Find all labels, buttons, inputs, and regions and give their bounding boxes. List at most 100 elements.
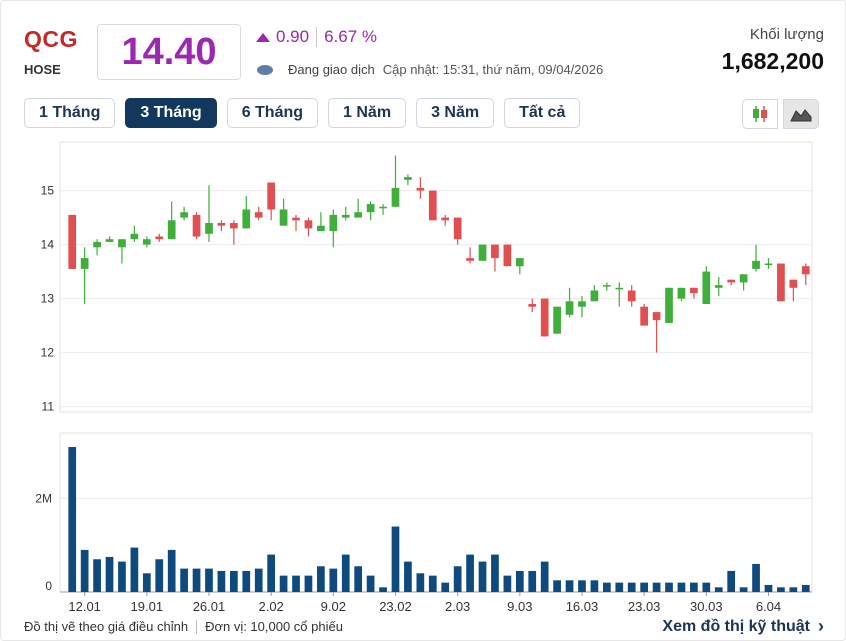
volume-bar [528, 570, 537, 592]
candle-body [80, 258, 89, 269]
volume-bar [366, 575, 375, 592]
x-tick-label: 23.02 [379, 599, 412, 614]
candle-body [229, 223, 238, 229]
volume-bar [292, 575, 300, 592]
candle-body [602, 285, 611, 287]
price-tick-label: 15 [41, 184, 55, 198]
status-dot-icon [257, 64, 273, 75]
volume-bar [304, 575, 313, 592]
technical-chart-label: Xem đồ thị kỹ thuật [662, 617, 810, 635]
candle-body [416, 187, 425, 191]
volume-bar [553, 580, 561, 592]
candle-body [739, 274, 748, 283]
volume-bar [317, 566, 325, 592]
tab-3-years[interactable]: 3 Năm [416, 98, 495, 128]
x-tick-label: 9.03 [507, 599, 532, 614]
volume-bar [329, 568, 338, 592]
volume-bar [68, 447, 77, 592]
exchange-label: HOSE [24, 62, 61, 77]
volume-bar [80, 549, 89, 592]
volume-tick-label: 0 [45, 579, 52, 593]
period-tabs: 1 Tháng 3 Tháng 6 Tháng 1 Năm 3 Năm Tất … [24, 98, 590, 128]
volume-bar [540, 561, 549, 592]
tab-1-year[interactable]: 1 Năm [328, 98, 407, 128]
change-percent: 6.67 % [324, 27, 378, 46]
tab-label: 1 Năm [343, 104, 392, 121]
volume-bar [105, 556, 114, 592]
price-change: 0.90 6.67 % [256, 27, 377, 47]
candle-body [379, 206, 387, 209]
candle-body [540, 298, 549, 337]
candle-body [503, 244, 512, 267]
volume-bar [615, 582, 624, 592]
x-tick-label: 23.03 [628, 599, 661, 614]
tab-all[interactable]: Tất cả [504, 98, 581, 128]
volume-bar [167, 549, 176, 592]
volume-bar [118, 561, 126, 592]
candle-body [714, 285, 723, 288]
ticker-symbol: QCG [24, 26, 78, 52]
volume-bar [217, 570, 226, 592]
volume-bar [727, 570, 736, 592]
candle-body [317, 225, 325, 232]
volume-bar [441, 582, 450, 592]
candle-body [217, 223, 226, 226]
volume-bar [428, 575, 437, 592]
volume-bar [602, 582, 611, 592]
tab-1-month[interactable]: 1 Tháng [24, 98, 116, 128]
candle-body [553, 306, 561, 334]
volume-bar [578, 580, 586, 592]
candle-body [528, 304, 537, 307]
price-tick-label: 14 [41, 238, 55, 252]
update-time: Cập nhật: 15:31, thứ năm, 09/04/2026 [382, 62, 604, 77]
candle-body [93, 241, 101, 248]
candle-body [341, 214, 350, 218]
tab-label: 3 Tháng [140, 104, 202, 121]
volume-bar [503, 575, 512, 592]
price-tick-label: 12 [41, 346, 55, 360]
candle-body [329, 214, 338, 232]
candle-body [578, 301, 586, 307]
candle-body [118, 239, 126, 248]
candle-body [192, 214, 201, 237]
candle-body [254, 212, 263, 218]
tab-3-months[interactable]: 3 Tháng [125, 98, 217, 128]
candle-body [366, 204, 375, 213]
technical-chart-link[interactable]: Xem đồ thị kỹ thuật › [662, 616, 824, 637]
volume-bar [130, 547, 139, 592]
volume-tick-label: 2M [35, 491, 52, 505]
candlestick-chart-button[interactable] [742, 99, 778, 129]
volume-bar [267, 554, 276, 592]
change-value: 0.90 [276, 27, 310, 46]
candle-body [391, 187, 400, 207]
candle-body [590, 290, 599, 302]
candlestick-chart-icon [753, 106, 767, 122]
candle-body [752, 260, 760, 269]
tab-label: 3 Năm [431, 104, 480, 121]
x-tick-label: 30.03 [690, 599, 723, 614]
volume-bar [242, 570, 251, 592]
area-chart-button[interactable] [783, 99, 819, 129]
candle-body [354, 212, 363, 218]
x-tick-label: 2.03 [445, 599, 470, 614]
tab-6-months[interactable]: 6 Tháng [226, 98, 319, 128]
volume-value: 1,682,200 [721, 48, 824, 74]
candle-body [764, 263, 773, 265]
candle-body [267, 182, 276, 210]
candle-body [428, 190, 437, 221]
candle-body [640, 306, 649, 326]
x-tick-label: 19.01 [131, 599, 164, 614]
candle-body [105, 239, 114, 242]
volume-bar [590, 580, 599, 592]
candle-body [68, 214, 77, 269]
candle-body [652, 312, 661, 321]
triangle-up-icon [256, 32, 270, 42]
candle-body [665, 287, 673, 323]
candle-body [404, 177, 412, 180]
candle-body [702, 271, 711, 304]
volume-bar [180, 568, 188, 592]
volume-bar [652, 582, 661, 592]
volume-bar [354, 566, 363, 592]
candle-body [690, 287, 698, 294]
candle-body [142, 239, 151, 245]
